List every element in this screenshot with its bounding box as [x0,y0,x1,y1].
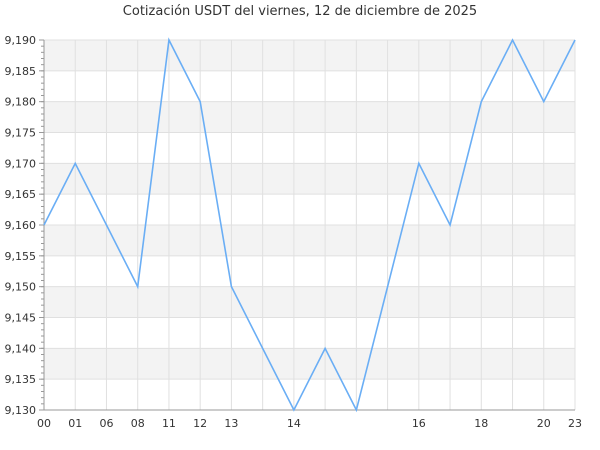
x-tick-label: 18 [474,417,488,430]
y-tick-label: 9,135 [5,373,37,386]
y-tick-label: 9,175 [5,127,37,140]
y-tick-label: 9,150 [5,281,37,294]
y-tick-label: 9,165 [5,188,37,201]
x-tick-label: 12 [193,417,207,430]
y-tick-label: 9,180 [5,96,37,109]
x-tick-label: 11 [162,417,176,430]
y-tick-label: 9,130 [5,404,37,417]
grid-band [44,101,575,133]
grid-band [44,225,575,256]
x-tick-label: 06 [99,417,113,430]
x-tick-label: 20 [537,417,551,430]
x-tick-label: 08 [131,417,145,430]
chart-title: Cotización USDT del viernes, 12 de dicie… [122,4,478,19]
grid-band [44,163,575,195]
grid-band [44,348,575,380]
y-tick-label: 9,140 [5,342,37,355]
y-tick-label: 9,145 [5,312,37,325]
y-tick-label: 9,155 [5,250,37,263]
y-tick-label: 9,185 [5,65,37,78]
y-tick-label: 9,170 [5,157,37,170]
grid-band [44,40,575,71]
x-tick-label: 16 [412,417,426,430]
x-tick-label: 23 [568,417,582,430]
y-tick-label: 9,160 [5,219,37,232]
x-tick-label: 14 [287,417,301,430]
grid-band [44,286,575,318]
x-tick-label: 13 [224,417,238,430]
x-tick-label: 01 [68,417,82,430]
y-tick-label: 9,190 [5,34,37,47]
x-tick-label: 00 [37,417,51,430]
data-line [43,37,576,413]
